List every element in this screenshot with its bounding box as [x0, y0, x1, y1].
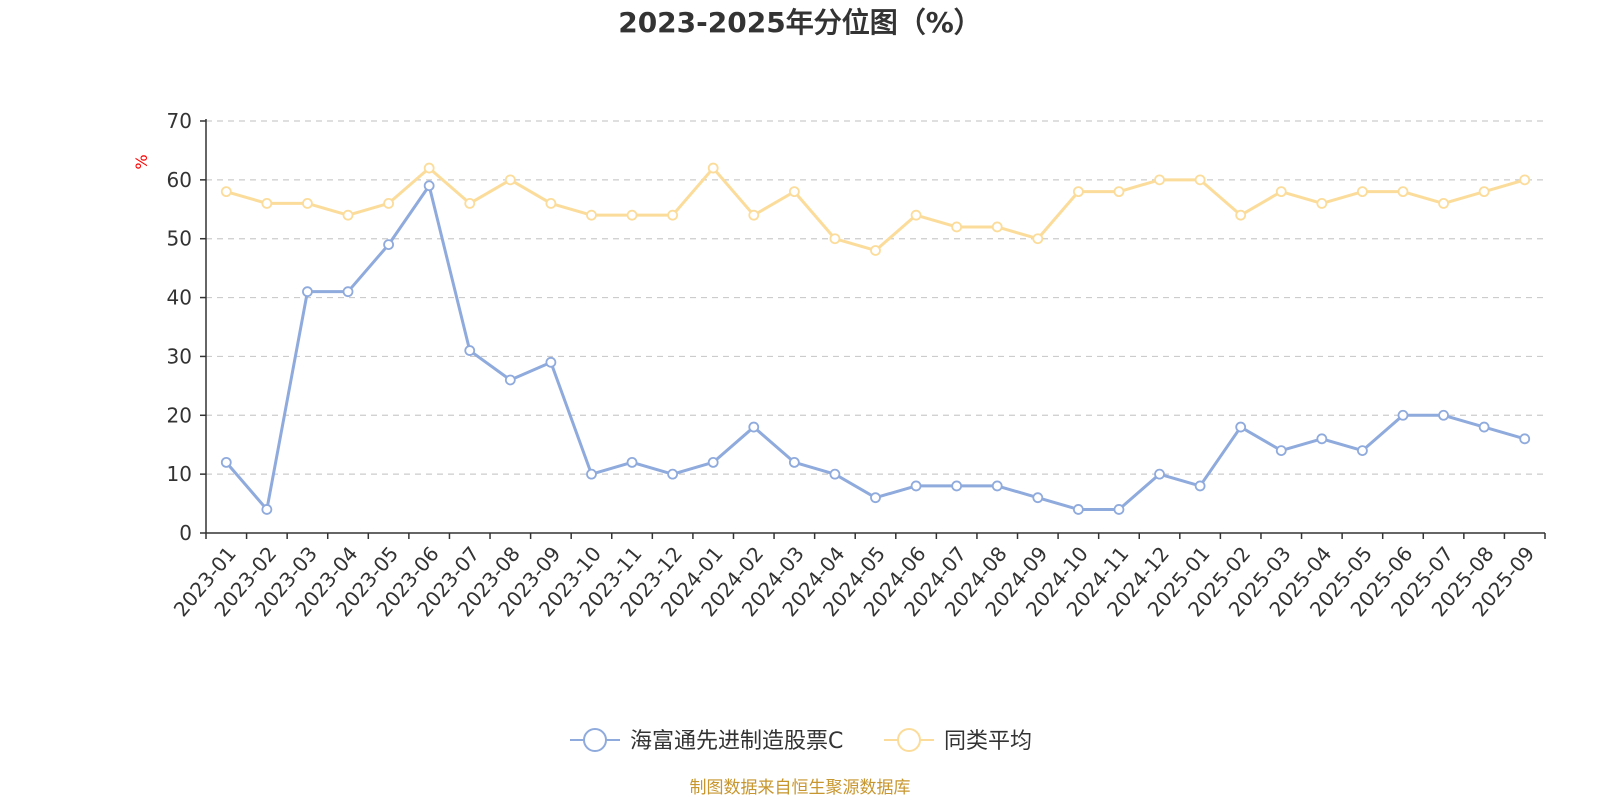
data-point[interactable]: [991, 480, 1003, 492]
series-group: [220, 180, 1531, 515]
data-point[interactable]: [626, 209, 638, 221]
y-tick-label: 0: [179, 521, 192, 545]
data-point[interactable]: [829, 233, 841, 245]
data-point[interactable]: [545, 197, 557, 209]
data-point[interactable]: [1357, 186, 1368, 198]
data-point[interactable]: [1072, 504, 1084, 515]
series-group: [220, 162, 1531, 256]
data-point[interactable]: [1235, 421, 1247, 433]
data-point[interactable]: [1235, 209, 1247, 221]
data-point[interactable]: [667, 209, 679, 221]
data-point[interactable]: [261, 197, 273, 209]
data-point[interactable]: [545, 356, 557, 368]
data-point[interactable]: [1357, 445, 1368, 457]
data-point[interactable]: [1397, 186, 1409, 198]
series-line: [225, 184, 1526, 511]
data-point[interactable]: [910, 209, 922, 221]
data-point[interactable]: [383, 197, 394, 209]
legend: 海富通先进制造股票C 同类平均: [570, 728, 1032, 754]
data-point[interactable]: [707, 456, 719, 468]
source-note: 制图数据来自恒生聚源数据库: [690, 778, 911, 798]
data-point[interactable]: [951, 221, 963, 233]
data-point[interactable]: [342, 286, 354, 298]
data-point[interactable]: [951, 480, 963, 492]
y-tick-label: 50: [167, 227, 192, 251]
data-point[interactable]: [586, 468, 597, 480]
data-point[interactable]: [1478, 421, 1490, 433]
y-tick-label: 20: [167, 403, 192, 427]
data-point[interactable]: [1113, 504, 1125, 515]
data-point[interactable]: [504, 174, 516, 186]
data-point[interactable]: [1438, 409, 1449, 421]
data-point[interactable]: [788, 186, 800, 198]
data-point[interactable]: [1438, 197, 1449, 209]
data-point[interactable]: [1113, 186, 1125, 198]
data-point[interactable]: [383, 239, 394, 251]
data-point[interactable]: [423, 180, 435, 192]
data-point[interactable]: [1519, 433, 1531, 445]
data-point[interactable]: [1478, 186, 1490, 198]
data-point[interactable]: [1032, 492, 1044, 504]
data-point[interactable]: [1316, 433, 1328, 445]
data-point[interactable]: [302, 197, 313, 209]
data-point[interactable]: [1072, 186, 1084, 198]
legend-item[interactable]: 海富通先进制造股票C: [570, 728, 843, 754]
legend-label: 海富通先进制造股票C: [630, 729, 843, 754]
data-point[interactable]: [302, 286, 313, 298]
data-point[interactable]: [626, 456, 638, 468]
data-point[interactable]: [504, 374, 516, 386]
data-point[interactable]: [1194, 480, 1206, 492]
data-point[interactable]: [870, 245, 881, 256]
legend-marker: [897, 728, 921, 752]
data-point[interactable]: [1194, 174, 1206, 186]
data-point[interactable]: [342, 209, 354, 221]
grid-lines: [206, 120, 1545, 475]
chart-title: 2023-2025年分位图（%）: [618, 6, 982, 39]
legend-item[interactable]: 同类平均: [884, 728, 1032, 754]
data-point[interactable]: [991, 221, 1003, 233]
data-point[interactable]: [910, 480, 922, 492]
data-point[interactable]: [464, 197, 476, 209]
y-tick-label: 10: [167, 462, 192, 486]
data-point[interactable]: [1154, 174, 1165, 186]
data-point[interactable]: [748, 209, 760, 221]
axes: 0102030405060702023-012023-022023-032023…: [167, 109, 1546, 621]
data-point[interactable]: [1519, 174, 1531, 186]
data-point[interactable]: [829, 468, 841, 480]
y-tick-label: 30: [167, 344, 192, 368]
data-point[interactable]: [1316, 197, 1328, 209]
data-point[interactable]: [788, 456, 800, 468]
data-point[interactable]: [1032, 233, 1044, 245]
legend-marker: [583, 728, 607, 752]
series-lines: [220, 162, 1531, 515]
data-point[interactable]: [748, 421, 760, 433]
y-tick-label: 40: [167, 286, 192, 310]
data-point[interactable]: [667, 468, 679, 480]
y-tick-label: 60: [167, 168, 192, 192]
data-point[interactable]: [870, 492, 881, 504]
data-point[interactable]: [1275, 445, 1287, 457]
data-point[interactable]: [586, 209, 597, 221]
data-point[interactable]: [1397, 409, 1409, 421]
data-point[interactable]: [220, 186, 232, 198]
data-point[interactable]: [707, 162, 719, 174]
data-point[interactable]: [423, 162, 435, 174]
data-point[interactable]: [1154, 468, 1165, 480]
data-point[interactable]: [464, 345, 476, 356]
y-axis-unit-label: %: [132, 154, 151, 169]
data-point[interactable]: [261, 504, 273, 515]
y-tick-label: 70: [167, 109, 192, 133]
data-point[interactable]: [220, 456, 232, 468]
data-point[interactable]: [1275, 186, 1287, 198]
legend-label: 同类平均: [944, 729, 1032, 754]
